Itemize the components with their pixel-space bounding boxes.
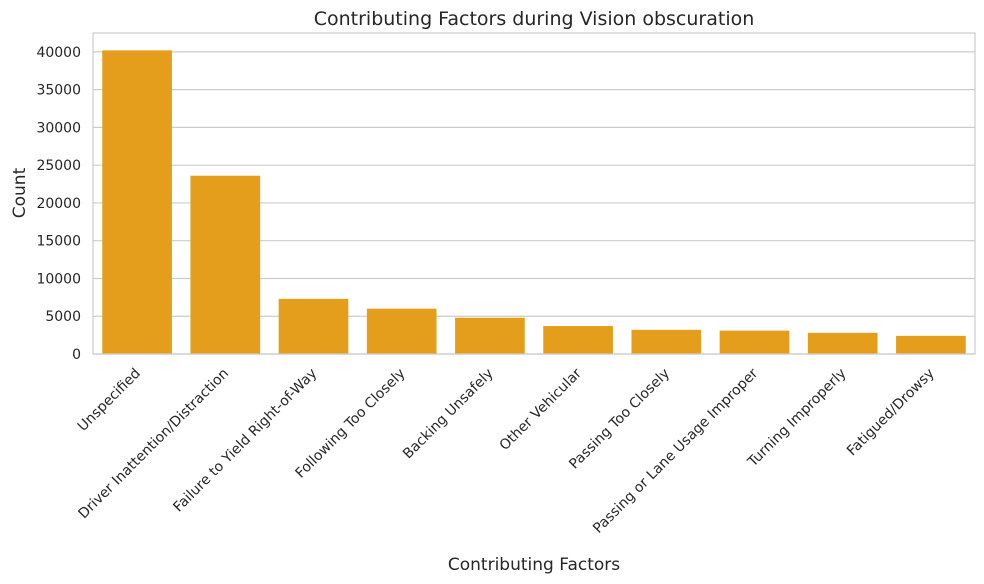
bar bbox=[278, 298, 349, 354]
y-tick-label: 15000 bbox=[36, 234, 81, 250]
x-tick-label: Driver Inattention/Distraction bbox=[76, 366, 233, 523]
x-tick-label: Unspecified bbox=[75, 366, 144, 435]
y-axis-ticks: 0 5000 10000 15000 20000 25000 30000 35000 40000 bbox=[36, 45, 81, 363]
y-tick-label: 20000 bbox=[36, 196, 81, 212]
bar bbox=[896, 335, 966, 354]
bar bbox=[719, 330, 790, 354]
y-tick-label: 10000 bbox=[36, 271, 81, 287]
bar bbox=[543, 326, 613, 354]
bar bbox=[631, 329, 702, 354]
y-tick-label: 0 bbox=[72, 347, 81, 363]
y-axis-label: Count bbox=[10, 167, 30, 218]
y-tick-label: 35000 bbox=[36, 83, 81, 99]
bars bbox=[102, 50, 966, 354]
plot-frame bbox=[92, 32, 976, 355]
y-tick-label: 5000 bbox=[45, 309, 81, 325]
bar bbox=[455, 317, 525, 354]
x-tick-label: Failure to Yield Right-of-Way bbox=[170, 366, 320, 516]
bar bbox=[366, 308, 437, 354]
bar bbox=[190, 175, 261, 354]
x-tick-label: Passing Too Closely bbox=[566, 366, 673, 473]
x-tick-label: Passing or Lane Usage Improper bbox=[590, 365, 761, 536]
y-tick-label: 30000 bbox=[36, 120, 81, 136]
bar bbox=[102, 50, 172, 354]
x-axis-label: Contributing Factors bbox=[448, 555, 620, 575]
y-tick-label: 40000 bbox=[36, 45, 81, 61]
chart-title: Contributing Factors during Vision obscu… bbox=[314, 8, 755, 30]
x-tick-label: Fatigued/Drowsy bbox=[844, 366, 938, 460]
x-tick-label: Turning Improperly bbox=[744, 366, 849, 471]
x-tick-label: Backing Unsafely bbox=[400, 366, 497, 463]
x-tick-label: Other Vehicular bbox=[497, 365, 585, 453]
bar bbox=[807, 332, 878, 354]
y-tick-label: 25000 bbox=[36, 158, 81, 174]
